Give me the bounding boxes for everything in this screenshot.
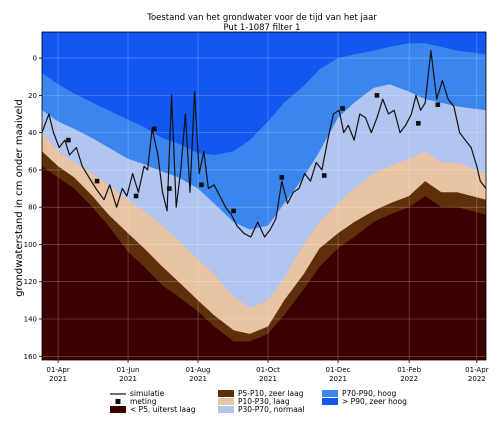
x-tick-label-year: 2022 [468, 375, 486, 383]
measurement-point [340, 106, 345, 111]
y-tick-label: 80 [28, 204, 37, 212]
measurement-point [94, 178, 100, 184]
legend-swatch-meting [115, 399, 121, 404]
x-tick-label: 01-Jun [117, 366, 140, 374]
y-tick-label: 0 [33, 55, 37, 63]
y-tick-label: 140 [24, 316, 37, 324]
legend-label: P10-P30, laag [238, 397, 290, 406]
legend-swatch [218, 406, 234, 413]
measurement-point [435, 102, 441, 107]
legend-swatch [218, 390, 234, 397]
y-tick-label: 40 [28, 129, 37, 137]
legend-label: > P90, zeer hoog [342, 397, 407, 406]
x-tick-label-year: 2021 [259, 375, 277, 383]
x-tick-label-year: 2021 [49, 375, 67, 383]
x-tick-label: 01-Dec [326, 366, 351, 374]
x-tick-label-year: 2021 [329, 375, 347, 383]
x-tick-label: 01-Aug [186, 366, 211, 374]
x-tick-label-year: 2022 [400, 375, 418, 383]
x-tick-label: 01-Apr [46, 366, 70, 374]
measurement-point [66, 137, 71, 143]
y-tick-label: 160 [24, 353, 37, 361]
series-line-simulatie [42, 50, 486, 238]
x-tick-label: 01-Apr [465, 366, 489, 374]
legend-label: simulatie [130, 389, 165, 398]
legend-swatch [218, 398, 234, 405]
plot-frame [41, 31, 487, 361]
x-tick-label-year: 2021 [119, 375, 137, 383]
legend-swatch [322, 398, 338, 405]
y-tick-label: 100 [24, 241, 37, 249]
y-tick-label: 20 [28, 92, 37, 100]
measurement-point [374, 93, 380, 98]
legend-label: meting [130, 397, 157, 406]
chart-title: Toestand van het grondwater voor de tijd… [146, 13, 377, 23]
y-tick-label: 120 [24, 278, 37, 286]
measurement-point [199, 182, 204, 188]
x-tick-label: 01-Feb [397, 366, 421, 374]
legend-label: P70-P90, hoog [342, 389, 397, 398]
legend-swatch [322, 390, 338, 397]
y-tick-label: 60 [28, 166, 37, 174]
legend-swatch [110, 406, 126, 413]
y-axis-label: grondwaterstand in cm onder maaiveld [14, 99, 25, 297]
chart-subtitle: Put 1-1087 filter 1 [223, 23, 300, 33]
x-tick-label: 01-Oct [256, 366, 280, 374]
legend-label: P30-P70, normaal [238, 405, 304, 414]
measurement-point [279, 175, 285, 180]
measurement-point [133, 193, 139, 199]
legend-label: P5-P10, zeer laag [238, 389, 304, 398]
band-below-p5 [42, 166, 486, 360]
x-tick-label-year: 2021 [189, 375, 207, 383]
plot-data-area [42, 32, 486, 360]
measurement-point [167, 186, 172, 191]
measurement-point [152, 126, 157, 132]
legend-label: < P5, uiterst laag [130, 405, 196, 414]
measurement-point [416, 121, 421, 126]
measurement-point [231, 208, 236, 214]
measurement-point [321, 173, 327, 178]
